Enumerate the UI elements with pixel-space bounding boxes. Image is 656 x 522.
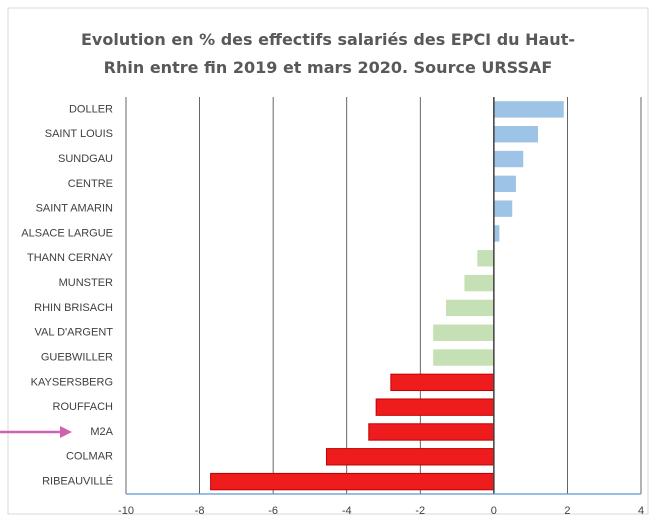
y-tick-label: RIBEAUVILLÉ xyxy=(42,475,113,488)
x-tick-label: 2 xyxy=(564,505,570,517)
bar xyxy=(493,150,524,168)
y-tick-label: VAL D'ARGENT xyxy=(34,327,113,339)
x-tick-label: -4 xyxy=(342,505,352,517)
bar xyxy=(464,274,494,292)
bar xyxy=(493,101,564,118)
y-tick-label: GUEBWILLER xyxy=(41,351,113,363)
bar xyxy=(493,126,538,143)
y-tick-label: SUNDGAU xyxy=(58,153,113,165)
x-tick-label: -10 xyxy=(118,505,134,517)
y-tick-label: CENTRE xyxy=(68,178,113,190)
bar xyxy=(493,175,516,193)
bar xyxy=(477,250,494,267)
bar xyxy=(493,225,500,242)
bar xyxy=(375,398,495,416)
bar xyxy=(433,349,494,366)
x-tick-label: -6 xyxy=(268,505,278,517)
y-tick-label: COLMAR xyxy=(66,451,113,463)
y-tick-label: ALSACE LARGUE xyxy=(21,227,113,239)
bar xyxy=(433,324,494,341)
bar xyxy=(493,200,513,217)
bar xyxy=(446,299,494,317)
bar xyxy=(390,373,495,392)
bar xyxy=(368,423,495,441)
bar xyxy=(325,448,495,466)
y-tick-label: DOLLER xyxy=(69,103,113,115)
chart-title: Evolution en % des effectifs salariés de… xyxy=(81,30,575,77)
x-tick-label: 0 xyxy=(491,505,497,517)
arrow-head xyxy=(60,426,72,438)
x-tick-label: -2 xyxy=(415,505,425,517)
chart-frame xyxy=(7,7,649,515)
x-tick-label: -8 xyxy=(195,505,205,517)
y-tick-label: THANN CERNAY xyxy=(27,252,114,264)
x-tick-label: 4 xyxy=(638,505,644,517)
y-tick-label: RHIN BRISACH xyxy=(34,302,113,314)
y-tick-label: MUNSTER xyxy=(59,277,113,289)
y-tick-label: SAINT LOUIS xyxy=(45,128,113,140)
y-tick-label: M2A xyxy=(90,426,113,438)
y-tick-label: ROUFFACH xyxy=(53,401,114,413)
bar xyxy=(210,472,495,491)
y-tick-label: KAYSERSBERG xyxy=(31,376,113,388)
y-tick-label: SAINT AMARIN xyxy=(36,203,113,215)
